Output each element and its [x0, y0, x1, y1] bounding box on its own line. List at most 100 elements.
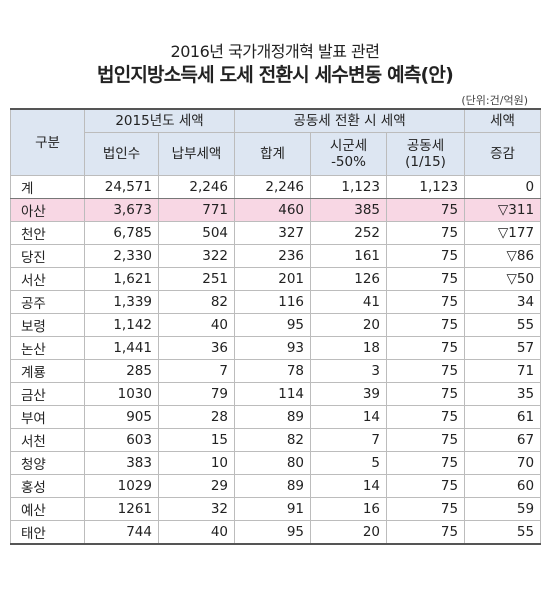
header-paid-tax: 납부세액	[157, 132, 236, 176]
cell-corp-count: 3,673	[84, 198, 159, 222]
cell-joint-tax: 75	[386, 198, 466, 222]
cell-change: 59	[464, 497, 542, 521]
cell-corp-count: 1,441	[84, 336, 159, 360]
cell-sum: 95	[234, 520, 312, 545]
cell-region: 아산	[10, 198, 85, 222]
cell-change: 70	[464, 451, 542, 475]
cell-city-tax: 39	[310, 382, 388, 406]
cell-city-tax: 5	[310, 451, 388, 475]
cell-joint-tax: 75	[386, 359, 466, 383]
cell-city-tax: 20	[310, 313, 388, 337]
cell-paid-tax: 251	[157, 267, 236, 291]
cell-city-tax: 252	[310, 221, 388, 245]
header-group-2015: 2015년도 세액	[83, 108, 236, 133]
cell-paid-tax: 15	[157, 428, 236, 452]
cell-joint-tax: 75	[386, 405, 466, 429]
cell-sum: 80	[234, 451, 312, 475]
cell-change: 55	[464, 313, 542, 337]
header-group-joint: 공동세 전환 시 세액	[234, 108, 466, 133]
cell-city-tax: 14	[310, 474, 388, 498]
cell-change: 67	[464, 428, 542, 452]
cell-corp-count: 1,142	[84, 313, 159, 337]
cell-change: 57	[464, 336, 542, 360]
cell-change: 35	[464, 382, 542, 406]
cell-city-tax: 20	[310, 520, 388, 545]
cell-paid-tax: 10	[157, 451, 236, 475]
cell-paid-tax: 504	[157, 221, 236, 245]
cell-joint-tax: 1,123	[386, 175, 466, 199]
cell-region: 부여	[10, 405, 85, 429]
cell-region: 당진	[10, 244, 85, 268]
cell-joint-tax: 75	[386, 451, 466, 475]
table-row: 태안 744 40 95 20 75 55	[10, 520, 542, 545]
cell-corp-count: 603	[84, 428, 159, 452]
cell-paid-tax: 40	[157, 520, 236, 545]
cell-joint-tax: 75	[386, 428, 466, 452]
header-joint-tax: 공동세 (1/15)	[386, 132, 466, 176]
cell-corp-count: 1030	[84, 382, 159, 406]
cell-sum: 114	[234, 382, 312, 406]
cell-region: 계룡	[10, 359, 85, 383]
cell-joint-tax: 75	[386, 290, 466, 314]
cell-corp-count: 2,330	[84, 244, 159, 268]
cell-paid-tax: 322	[157, 244, 236, 268]
header-category: 구분	[10, 108, 85, 176]
table-row: 청양 383 10 80 5 75 70	[10, 451, 542, 475]
cell-joint-tax: 75	[386, 244, 466, 268]
cell-sum: 89	[234, 405, 312, 429]
table-row: 보령 1,142 40 95 20 75 55	[10, 313, 542, 337]
cell-region: 논산	[10, 336, 85, 360]
cell-paid-tax: 79	[157, 382, 236, 406]
table-row: 금산 1030 79 114 39 75 35	[10, 382, 542, 406]
cell-region: 청양	[10, 451, 85, 475]
cell-joint-tax: 75	[386, 474, 466, 498]
cell-sum: 201	[234, 267, 312, 291]
cell-paid-tax: 771	[157, 198, 236, 222]
cell-region: 보령	[10, 313, 85, 337]
cell-sum: 460	[234, 198, 312, 222]
cell-region: 계	[10, 175, 85, 199]
cell-paid-tax: 40	[157, 313, 236, 337]
cell-paid-tax: 82	[157, 290, 236, 314]
table-row: 예산 1261 32 91 16 75 59	[10, 497, 542, 521]
cell-sum: 89	[234, 474, 312, 498]
cell-corp-count: 285	[84, 359, 159, 383]
cell-paid-tax: 32	[157, 497, 236, 521]
cell-region: 서산	[10, 267, 85, 291]
cell-change: ▽50	[464, 267, 542, 291]
table-row: 아산 3,673 771 460 385 75 ▽311	[10, 198, 542, 222]
table-row: 당진 2,330 322 236 161 75 ▽86	[10, 244, 542, 268]
cell-region: 홍성	[10, 474, 85, 498]
cell-corp-count: 383	[84, 451, 159, 475]
cell-joint-tax: 75	[386, 313, 466, 337]
cell-change: 61	[464, 405, 542, 429]
cell-joint-tax: 75	[386, 221, 466, 245]
cell-corp-count: 24,571	[84, 175, 159, 199]
cell-city-tax: 385	[310, 198, 388, 222]
cell-paid-tax: 28	[157, 405, 236, 429]
title-line-1: 2016년 국가개정개혁 발표 관련	[170, 42, 380, 61]
cell-paid-tax: 7	[157, 359, 236, 383]
cell-city-tax: 3	[310, 359, 388, 383]
cell-city-tax: 16	[310, 497, 388, 521]
cell-corp-count: 1,621	[84, 267, 159, 291]
cell-city-tax: 161	[310, 244, 388, 268]
cell-corp-count: 6,785	[84, 221, 159, 245]
cell-paid-tax: 2,246	[157, 175, 236, 199]
cell-joint-tax: 75	[386, 497, 466, 521]
header-corp-count: 법인수	[84, 132, 159, 176]
cell-sum: 327	[234, 221, 312, 245]
table-row: 부여 905 28 89 14 75 61	[10, 405, 542, 429]
cell-change: 60	[464, 474, 542, 498]
table-row: 홍성 1029 29 89 14 75 60	[10, 474, 542, 498]
cell-sum: 116	[234, 290, 312, 314]
cell-change: 55	[464, 520, 542, 545]
cell-change: ▽177	[464, 221, 542, 245]
cell-city-tax: 126	[310, 267, 388, 291]
cell-region: 예산	[10, 497, 85, 521]
header-sum: 합계	[234, 132, 312, 176]
cell-region: 금산	[10, 382, 85, 406]
cell-paid-tax: 29	[157, 474, 236, 498]
cell-city-tax: 14	[310, 405, 388, 429]
cell-sum: 78	[234, 359, 312, 383]
